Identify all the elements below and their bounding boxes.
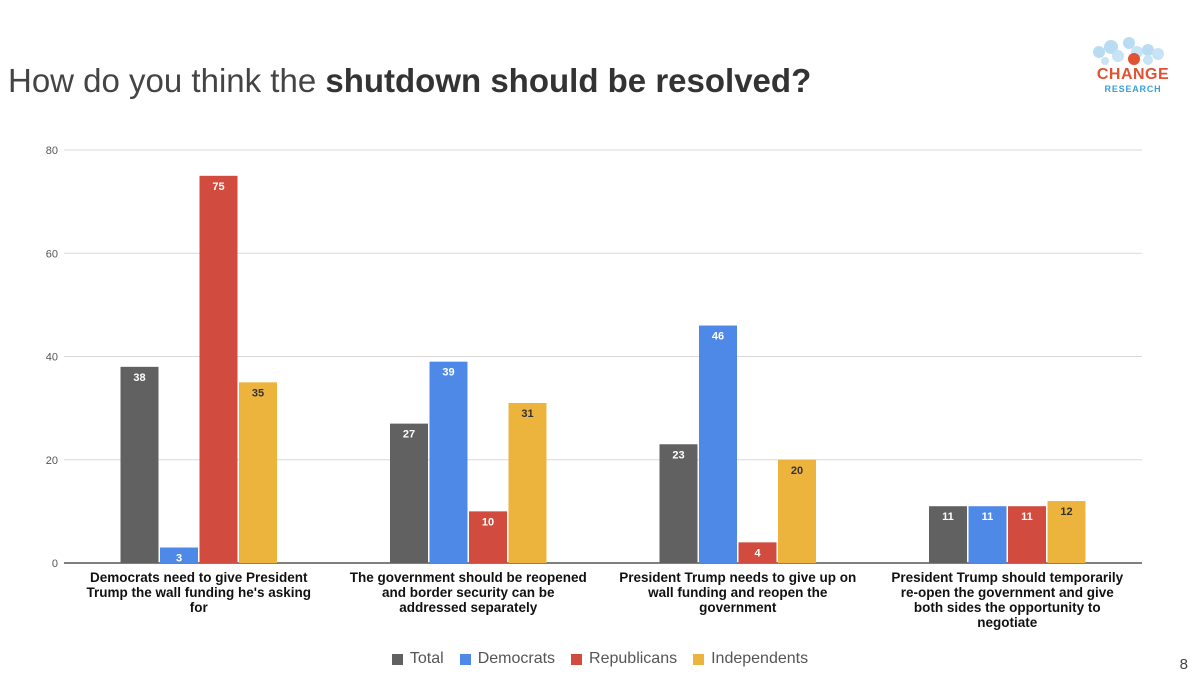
bar xyxy=(120,366,159,563)
data-label: 31 xyxy=(521,408,533,420)
legend-label: Republicans xyxy=(589,650,678,667)
page-number: 8 xyxy=(1179,656,1188,673)
data-label: 4 xyxy=(754,547,761,559)
x-tick-label: government xyxy=(699,600,777,615)
y-tick-label: 80 xyxy=(46,145,58,157)
logo-subtext: RESEARCH xyxy=(1104,84,1162,94)
bar xyxy=(1047,501,1086,563)
change-research-logo xyxy=(1093,37,1164,65)
slide-title: How do you think the shutdown should be … xyxy=(8,62,811,100)
legend-item: Democrats xyxy=(459,650,556,668)
chart-legend: Total Democrats Republicans Independents xyxy=(0,650,1200,668)
x-tick-label: The government should be reopened xyxy=(350,570,587,585)
logo-text: CHANGE xyxy=(1096,66,1170,83)
data-label: 39 xyxy=(442,367,454,379)
legend-label: Democrats xyxy=(477,650,556,667)
bar xyxy=(160,547,198,563)
data-label: 11 xyxy=(942,511,954,523)
data-label: 27 xyxy=(403,429,415,441)
bar xyxy=(929,506,967,563)
data-label: 11 xyxy=(982,511,994,523)
bar xyxy=(968,506,1007,563)
x-tick-label: negotiate xyxy=(977,615,1037,630)
x-tick-label: Democrats need to give President xyxy=(90,570,308,585)
data-label: 38 xyxy=(133,372,145,384)
logo-dot xyxy=(1112,50,1124,62)
y-tick-label: 40 xyxy=(46,352,58,364)
bar xyxy=(778,459,816,563)
x-tick-label: re-open the government and give xyxy=(901,585,1115,600)
legend-item: Total xyxy=(391,650,444,668)
logo-dot xyxy=(1123,37,1135,49)
legend-swatch xyxy=(459,653,471,665)
data-label: 11 xyxy=(1021,511,1033,523)
data-label: 20 xyxy=(791,465,803,477)
x-tick-label: wall funding and reopen the xyxy=(647,585,828,600)
legend-swatch xyxy=(391,653,403,665)
data-label: 12 xyxy=(1060,506,1072,518)
bar xyxy=(390,423,428,563)
legend-item: Republicans xyxy=(571,650,677,668)
x-tick-label: and border security can be xyxy=(382,585,555,600)
data-label: 46 xyxy=(712,331,724,343)
logo-dot xyxy=(1143,55,1153,65)
logo-dot xyxy=(1142,44,1154,56)
bar xyxy=(239,382,277,563)
data-label: 10 xyxy=(482,516,494,528)
data-label: 3 xyxy=(176,553,182,565)
data-label: 35 xyxy=(252,387,264,399)
x-tick-label: addressed separately xyxy=(399,600,538,615)
y-tick-label: 60 xyxy=(46,248,58,260)
bar xyxy=(738,542,777,563)
bar-chart: 0 20 40 60 80 38 3 75 35 Democrats need to give P… xyxy=(46,145,1142,630)
x-tick-label: for xyxy=(190,600,209,615)
bar xyxy=(429,361,468,563)
logo-dot xyxy=(1093,46,1105,58)
x-tick-label: both sides the opportunity to xyxy=(914,600,1101,615)
legend-label: Independents xyxy=(711,650,809,667)
bar xyxy=(699,325,737,563)
title-prefix: How do you think the xyxy=(8,62,326,99)
legend-label: Total xyxy=(409,650,444,667)
bar xyxy=(659,444,698,563)
data-label: 23 xyxy=(672,449,684,461)
x-tick-label: President Trump should temporarily xyxy=(891,570,1123,585)
x-tick-label: President Trump needs to give up on xyxy=(619,570,856,585)
legend-swatch xyxy=(571,653,583,665)
data-label: 75 xyxy=(212,181,224,193)
bar xyxy=(1008,506,1046,563)
logo-dot xyxy=(1104,40,1118,54)
y-tick-label: 20 xyxy=(46,455,58,467)
legend-item: Independents xyxy=(693,650,808,668)
bar xyxy=(508,402,547,563)
logo-dot xyxy=(1152,48,1164,60)
title-bold: shutdown should be resolved? xyxy=(325,62,812,99)
y-tick-label: 0 xyxy=(52,558,58,570)
x-tick-label: Trump the wall funding he's asking xyxy=(87,585,311,600)
bar xyxy=(199,175,238,563)
logo-dot xyxy=(1101,57,1109,65)
legend-swatch xyxy=(693,653,705,665)
logo-dot xyxy=(1128,53,1140,65)
bar xyxy=(469,511,507,563)
